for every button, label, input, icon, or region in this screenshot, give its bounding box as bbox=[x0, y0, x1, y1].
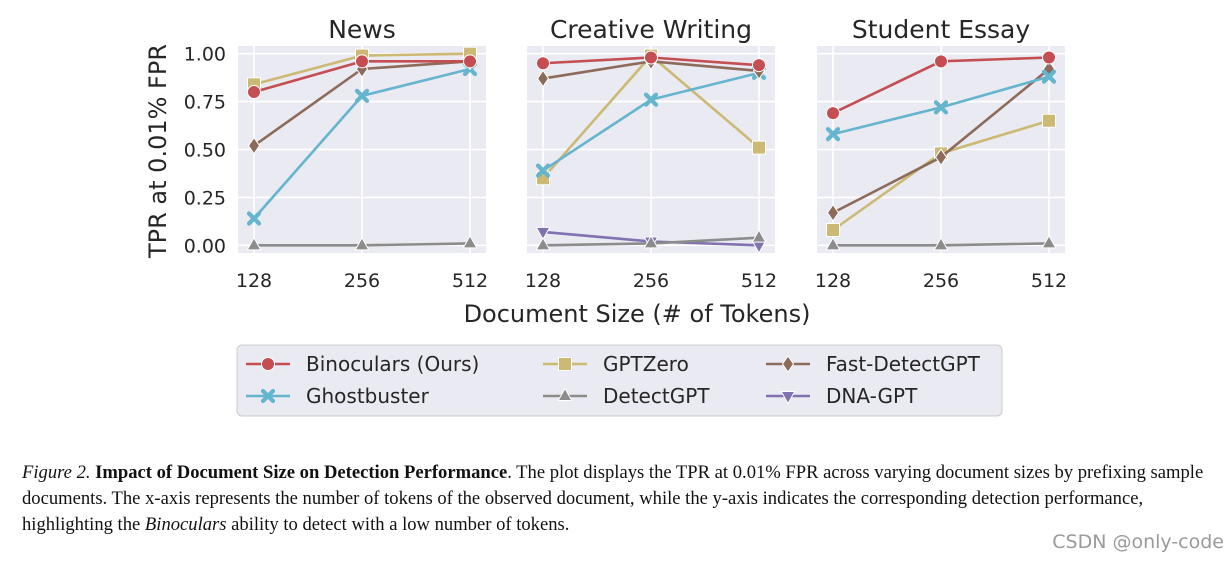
legend-item-ghostbuster: Ghostbuster bbox=[246, 384, 430, 408]
y-tick-label: 0.50 bbox=[184, 140, 226, 162]
data-point-detectgpt bbox=[933, 236, 949, 251]
data-point-fast-detectgpt bbox=[826, 203, 840, 222]
legend-label: DetectGPT bbox=[603, 384, 710, 408]
data-point-binoculars-ours bbox=[752, 58, 766, 73]
y-tick-label: 0.25 bbox=[184, 187, 226, 209]
data-point-binoculars-ours bbox=[463, 54, 477, 69]
x-tick-label: 128 bbox=[525, 270, 561, 292]
data-point-dna-gpt bbox=[535, 226, 551, 241]
data-point-detectgpt bbox=[643, 234, 659, 249]
panel-news: News 128 256 512 bbox=[236, 15, 488, 292]
x-tick-label: 256 bbox=[923, 270, 959, 292]
legend-item-binoculars-ours: Binoculars (Ours) bbox=[246, 352, 479, 376]
data-point-ghostbuster bbox=[354, 88, 370, 103]
data-point-fast-detectgpt bbox=[934, 148, 948, 167]
y-tick-label: 0.75 bbox=[184, 92, 226, 114]
legend-label: Ghostbuster bbox=[306, 384, 430, 408]
series-ghostbuster bbox=[825, 69, 1057, 142]
legend-marker-ghostbuster bbox=[260, 388, 276, 404]
x-tick-label: 256 bbox=[344, 270, 380, 292]
legend-marker-fast-detectgpt bbox=[781, 355, 795, 373]
x-tick-label: 128 bbox=[236, 270, 272, 292]
series-detectgpt bbox=[535, 229, 767, 251]
legend-label: Fast-DetectGPT bbox=[826, 352, 981, 376]
y-axis-label: TPR at 0.01% FPR bbox=[144, 44, 172, 259]
y-tick-label: 0.00 bbox=[184, 235, 226, 257]
data-point-binoculars-ours bbox=[644, 50, 658, 65]
panel-title: Student Essay bbox=[852, 15, 1031, 44]
data-point-binoculars-ours bbox=[826, 106, 840, 121]
legend-marker-dna-gpt bbox=[780, 391, 796, 405]
x-tick-label: 128 bbox=[815, 270, 851, 292]
panel-creative-writing: Creative Writing 128 256 512 bbox=[525, 15, 777, 292]
legend-label: DNA-GPT bbox=[826, 384, 918, 408]
legend-item-dna-gpt: DNA-GPT bbox=[766, 384, 918, 408]
data-point-binoculars-ours bbox=[934, 54, 948, 69]
legend-marker-binoculars-ours bbox=[261, 357, 275, 371]
data-point-gptzero bbox=[1042, 113, 1056, 128]
legend: Binoculars (Ours) GPTZero Fast-DetectGPT Gh… bbox=[236, 344, 1003, 417]
legend-item-fast-detectgpt: Fast-DetectGPT bbox=[766, 352, 981, 376]
y-tick-label: 1.00 bbox=[184, 44, 226, 66]
series-binoculars-ours bbox=[247, 54, 477, 99]
series-binoculars-ours bbox=[826, 50, 1056, 121]
data-point-ghostbuster bbox=[643, 92, 659, 107]
data-point-detectgpt bbox=[825, 236, 841, 251]
caption-emphasis: Binoculars bbox=[144, 514, 227, 535]
legend-label: Binoculars (Ours) bbox=[306, 352, 479, 376]
caption-title: Impact of Document Size on Detection Per… bbox=[95, 462, 508, 483]
data-point-ghostbuster bbox=[825, 127, 841, 142]
data-point-detectgpt bbox=[354, 236, 370, 251]
panel-title: News bbox=[328, 15, 396, 44]
data-point-gptzero bbox=[752, 140, 766, 155]
data-point-ghostbuster bbox=[535, 163, 551, 178]
data-point-ghostbuster bbox=[933, 100, 949, 115]
caption-text-before: . The plot displays the TPR at 0.01% FPR… bbox=[22, 462, 1204, 535]
x-tick-label: 512 bbox=[741, 270, 777, 292]
legend-box bbox=[236, 344, 1003, 417]
data-point-binoculars-ours bbox=[1042, 50, 1056, 65]
caption-label: Figure 2. bbox=[22, 462, 91, 483]
x-tick-label: 256 bbox=[633, 270, 669, 292]
caption-text-after: ability to detect with a low number of t… bbox=[226, 514, 570, 535]
data-point-detectgpt bbox=[1041, 234, 1057, 249]
series-binoculars-ours bbox=[536, 50, 766, 73]
data-point-binoculars-ours bbox=[536, 56, 550, 71]
data-point-detectgpt bbox=[751, 229, 767, 243]
x-tick-label: 512 bbox=[1031, 270, 1067, 292]
panel-title: Creative Writing bbox=[550, 15, 752, 44]
series-detectgpt bbox=[825, 234, 1057, 251]
x-axis-label: Document Size (# of Tokens) bbox=[464, 300, 811, 328]
data-point-detectgpt bbox=[462, 234, 478, 249]
x-tick-label: 512 bbox=[452, 270, 488, 292]
data-point-detectgpt bbox=[246, 236, 262, 251]
data-point-binoculars-ours bbox=[355, 54, 369, 69]
data-point-ghostbuster bbox=[1041, 69, 1057, 84]
data-point-fast-detectgpt bbox=[536, 69, 550, 88]
data-point-fast-detectgpt bbox=[247, 136, 261, 155]
legend-item-gptzero: GPTZero bbox=[543, 352, 689, 376]
panel-student-essay: Student Essay 128 256 512 bbox=[815, 15, 1067, 292]
figure-caption: Figure 2. Impact of Document Size on Det… bbox=[22, 460, 1212, 538]
data-point-gptzero bbox=[826, 223, 840, 237]
legend-item-detectgpt: DetectGPT bbox=[543, 384, 710, 408]
data-point-binoculars-ours bbox=[247, 85, 261, 99]
watermark: CSDN @only-code bbox=[1052, 531, 1224, 553]
data-point-detectgpt bbox=[535, 236, 551, 251]
legend-label: GPTZero bbox=[603, 352, 689, 376]
data-point-ghostbuster bbox=[246, 211, 262, 226]
series-detectgpt bbox=[246, 234, 478, 251]
legend-marker-gptzero bbox=[558, 357, 572, 371]
legend-marker-detectgpt bbox=[557, 387, 573, 401]
